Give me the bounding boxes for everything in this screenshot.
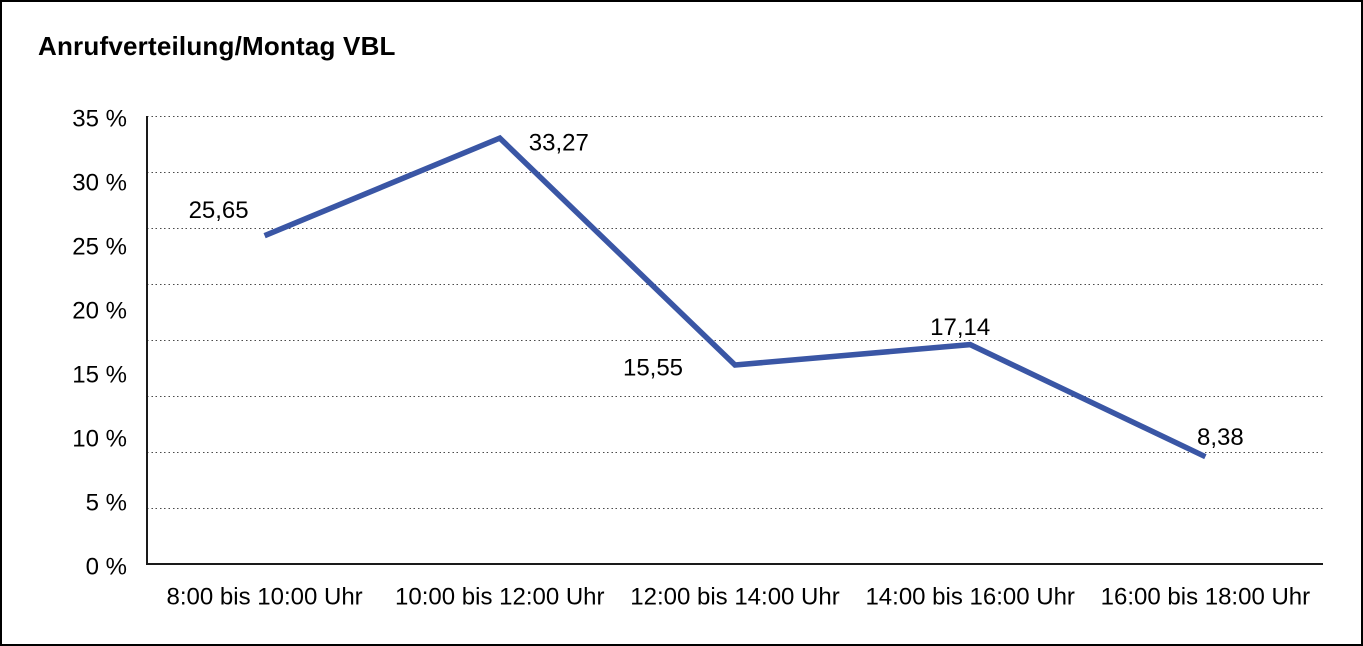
x-axis-label: 16:00 bis 18:00 Uhr [1101, 584, 1310, 611]
chart-title: Anrufverteilung/Montag VBL [38, 31, 396, 61]
y-tick-label: 20 % [72, 298, 127, 325]
data-line [263, 134, 1207, 460]
data-point-label: 17,14 [930, 314, 990, 341]
x-axis-label: 8:00 bis 10:00 Uhr [167, 584, 363, 611]
data-point-label: 8,38 [1197, 424, 1244, 451]
x-axis-label: 12:00 bis 14:00 Uhr [630, 584, 839, 611]
y-tick-label: 10 % [72, 426, 127, 453]
y-tick-label: 5 % [86, 490, 127, 517]
data-point-label: 15,55 [623, 354, 683, 381]
data-point-label: 33,27 [529, 130, 589, 157]
y-tick-label: 0 % [86, 554, 127, 581]
y-tick-label: 35 % [72, 106, 127, 133]
x-axis-label: 14:00 bis 16:00 Uhr [865, 584, 1074, 611]
x-axis-label: 10:00 bis 12:00 Uhr [395, 584, 604, 611]
y-tick-label: 25 % [72, 234, 127, 261]
y-tick-label: 30 % [72, 170, 127, 197]
y-tick-label: 15 % [72, 362, 127, 389]
data-point-label: 25,65 [189, 197, 249, 224]
